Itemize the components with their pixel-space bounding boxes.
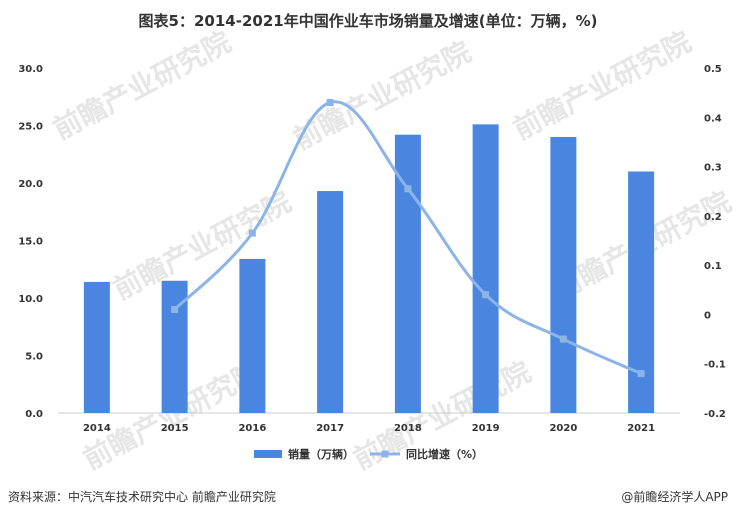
watermark-text: 前瞻产业研究院 [108, 185, 297, 306]
x-tick-label: 2018 [394, 423, 422, 434]
growth-point-2016 [248, 229, 256, 237]
line-series [171, 99, 645, 378]
y-left-tick-label: 20.0 [18, 179, 43, 190]
source-note: 资料来源：中汽汽车技术研究中心 前瞻产业研究院 [8, 490, 276, 504]
y-left-tick-label: 0.0 [25, 409, 43, 420]
y-left-tick-label: 25.0 [18, 122, 43, 133]
y-right-tick-label: 0.3 [704, 163, 722, 174]
x-tick-label: 2020 [549, 423, 577, 434]
x-tick-label: 2019 [472, 423, 500, 434]
y-right-tick-label: -0.2 [704, 409, 726, 420]
legend-bar-label: 销量（万辆） [288, 447, 354, 461]
y-right-tick-label: 0.1 [704, 261, 722, 272]
y-left-tick-label: 30.0 [18, 64, 43, 75]
bar-2014 [83, 281, 110, 413]
bar-2020 [550, 137, 577, 413]
y-left-tick-label: 5.0 [25, 352, 43, 363]
y-right-tick-label: 0 [704, 310, 711, 321]
growth-point-2018 [404, 185, 412, 193]
y-right-tick-label: 0.2 [704, 212, 722, 223]
growth-point-2015 [171, 306, 179, 313]
x-tick-label: 2014 [83, 423, 111, 434]
legend: 销量（万辆） 同比增速（%） [254, 447, 483, 461]
y-left-tick-label: 10.0 [18, 294, 43, 305]
bar-2016 [239, 258, 266, 413]
x-tick-label: 2017 [316, 423, 344, 434]
chart-title: 图表5：2014-2021年中国作业车市场销量及增速(单位：万辆，%) [138, 12, 598, 30]
x-tick-label: 2021 [627, 423, 655, 434]
growth-point-2017 [326, 99, 334, 106]
growth-point-2021 [637, 370, 645, 378]
growth-point-2020 [559, 335, 567, 343]
tick-labels: 2014 2015 2016 2017 2018 2019 2020 2021 0.0 5.0 10… [18, 64, 726, 434]
legend-bar-swatch [254, 450, 282, 458]
watermark-text: 前瞻产业研究院 [508, 25, 697, 146]
y-left-tick-label: 15.0 [18, 237, 43, 248]
y-right-tick-label: 0.4 [704, 113, 722, 124]
brand-note: @前瞻经济学人APP [621, 490, 728, 504]
legend-line-label: 同比增速（%） [406, 447, 483, 461]
bar-2017 [317, 191, 344, 413]
bar-2018 [394, 134, 421, 413]
watermark-text: 前瞻产业研究院 [48, 25, 237, 146]
watermark-text: 前瞻产业研究院 [288, 35, 477, 156]
legend-line-marker [381, 450, 389, 458]
y-right-tick-label: 0.5 [704, 64, 722, 75]
y-right-tick-label: -0.1 [704, 360, 726, 371]
x-tick-label: 2016 [238, 423, 266, 434]
growth-point-2019 [482, 291, 490, 299]
x-tick-label: 2015 [161, 423, 189, 434]
bar-2019 [472, 124, 499, 413]
